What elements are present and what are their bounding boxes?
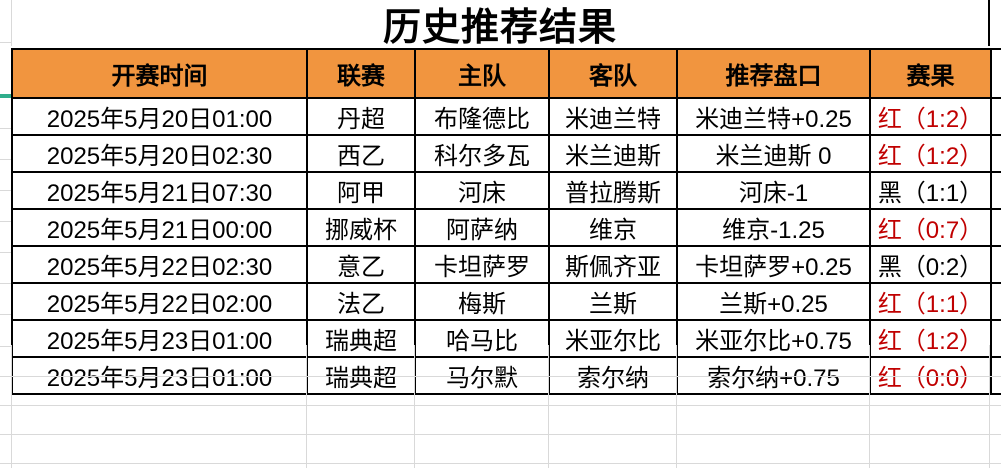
grid-line <box>869 345 870 468</box>
cell-time[interactable]: 2025年5月22日02:30 <box>11 245 308 284</box>
grid-line <box>0 346 11 347</box>
green-row-marker <box>0 94 11 98</box>
table-cell-empty[interactable] <box>990 48 1001 99</box>
cell-league[interactable]: 丹超 <box>306 97 416 136</box>
header-cell-home[interactable]: 主队 <box>414 48 550 99</box>
grid-line <box>0 221 11 222</box>
table-cell-empty[interactable] <box>990 134 1001 173</box>
cell-home[interactable]: 卡坦萨罗 <box>414 245 550 284</box>
table-row: 2025年5月22日02:30 意乙 卡坦萨罗 斯佩齐亚 卡坦萨罗+0.25 黑… <box>11 245 1001 284</box>
grid-line <box>306 345 307 468</box>
cell-league[interactable]: 阿甲 <box>306 171 416 210</box>
grid-line <box>0 190 11 191</box>
cell-home[interactable]: 哈马比 <box>414 319 550 358</box>
cell-home[interactable]: 布隆德比 <box>414 97 550 136</box>
cell-result[interactable]: 红（0:0） <box>869 356 992 395</box>
grid-line <box>548 345 549 468</box>
cell-result[interactable]: 红（1:1） <box>869 282 992 321</box>
grid-line <box>0 42 11 43</box>
grid-line <box>0 128 11 129</box>
table-cell-empty[interactable] <box>990 319 1001 358</box>
table-cell-empty[interactable] <box>990 245 1001 284</box>
cell-time[interactable]: 2025年5月21日00:00 <box>11 208 308 247</box>
grid-line <box>0 159 11 160</box>
grid-line <box>0 434 1001 435</box>
cell-away[interactable]: 索尔纳 <box>548 356 678 395</box>
cell-result[interactable]: 红（0:7） <box>869 208 992 247</box>
cell-time[interactable]: 2025年5月22日02:00 <box>11 282 308 321</box>
table-cell-empty[interactable] <box>990 171 1001 210</box>
cell-away[interactable]: 米兰迪斯 <box>548 134 678 173</box>
table-cell-empty[interactable] <box>990 97 1001 136</box>
table-row: 2025年5月23日01:00 瑞典超 马尔默 索尔纳 索尔纳+0.75 红（0… <box>11 356 1001 395</box>
grid-line <box>0 283 11 284</box>
table-cell-empty[interactable] <box>990 282 1001 321</box>
cell-home[interactable]: 马尔默 <box>414 356 550 395</box>
cell-result[interactable]: 红（1:2） <box>869 97 992 136</box>
grid-line <box>0 314 11 315</box>
cell-time[interactable]: 2025年5月20日01:00 <box>11 97 308 136</box>
table-row: 2025年5月20日02:30 西乙 科尔多瓦 米兰迪斯 米兰迪斯 0 红（1:… <box>11 134 1001 173</box>
page-title[interactable]: 历史推荐结果 <box>11 0 990 49</box>
cell-away[interactable]: 米迪兰特 <box>548 97 678 136</box>
cell-league[interactable]: 瑞典超 <box>306 319 416 358</box>
table-row: 2025年5月21日00:00 挪威杯 阿萨纳 维京 维京-1.25 红（0:7… <box>11 208 1001 247</box>
cell-time[interactable]: 2025年5月23日01:00 <box>11 319 308 358</box>
grid-line <box>0 376 1001 377</box>
cell-league[interactable]: 西乙 <box>306 134 416 173</box>
table-row: 2025年5月20日01:00 丹超 布隆德比 米迪兰特 米迪兰特+0.25 红… <box>11 97 1001 136</box>
grid-line <box>676 345 677 468</box>
cell-league[interactable]: 法乙 <box>306 282 416 321</box>
cell-away[interactable]: 米亚尔比 <box>548 319 678 358</box>
grid-line <box>414 345 415 468</box>
cell-home[interactable]: 阿萨纳 <box>414 208 550 247</box>
table-cell-empty[interactable] <box>990 356 1001 395</box>
cell-handicap[interactable]: 卡坦萨罗+0.25 <box>676 245 871 284</box>
header-cell-away[interactable]: 客队 <box>548 48 678 99</box>
cell-time[interactable]: 2025年5月21日07:30 <box>11 171 308 210</box>
cell-result[interactable]: 黑（0:2） <box>869 245 992 284</box>
cell-away[interactable]: 斯佩齐亚 <box>548 245 678 284</box>
cell-handicap[interactable]: 米亚尔比+0.75 <box>676 319 871 358</box>
header-cell-handicap[interactable]: 推荐盘口 <box>676 48 871 99</box>
table-row: 2025年5月23日01:00 瑞典超 哈马比 米亚尔比 米亚尔比+0.75 红… <box>11 319 1001 358</box>
grid-line <box>989 345 990 468</box>
cell-away[interactable]: 兰斯 <box>548 282 678 321</box>
cell-time[interactable]: 2025年5月20日02:30 <box>11 134 308 173</box>
table-row: 2025年5月21日07:30 阿甲 河床 普拉腾斯 河床-1 黑（1:1） <box>11 171 1001 210</box>
cell-away[interactable]: 普拉腾斯 <box>548 171 678 210</box>
results-table: 开赛时间 联赛 主队 客队 推荐盘口 赛果 2025年5月20日01:00 丹超… <box>11 48 1001 395</box>
cell-home[interactable]: 河床 <box>414 171 550 210</box>
cell-result[interactable]: 红（1:2） <box>869 319 992 358</box>
grid-line <box>0 405 1001 406</box>
header-cell-time[interactable]: 开赛时间 <box>11 48 308 99</box>
cell-handicap[interactable]: 米兰迪斯 0 <box>676 134 871 173</box>
header-cell-result[interactable]: 赛果 <box>869 48 992 99</box>
cell-home[interactable]: 科尔多瓦 <box>414 134 550 173</box>
grid-line <box>0 463 1001 464</box>
cell-handicap[interactable]: 维京-1.25 <box>676 208 871 247</box>
header-row: 开赛时间 联赛 主队 客队 推荐盘口 赛果 <box>11 48 1001 99</box>
cell-home[interactable]: 梅斯 <box>414 282 550 321</box>
grid-line <box>11 345 12 468</box>
cell-league[interactable]: 意乙 <box>306 245 416 284</box>
cell-result[interactable]: 黑（1:1） <box>869 171 992 210</box>
grid-line <box>0 252 11 253</box>
table-row: 2025年5月22日02:00 法乙 梅斯 兰斯 兰斯+0.25 红（1:1） <box>11 282 1001 321</box>
cell-league[interactable]: 挪威杯 <box>306 208 416 247</box>
header-cell-league[interactable]: 联赛 <box>306 48 416 99</box>
cell-away[interactable]: 维京 <box>548 208 678 247</box>
cell-result[interactable]: 红（1:2） <box>869 134 992 173</box>
cell-handicap[interactable]: 米迪兰特+0.25 <box>676 97 871 136</box>
table-cell-empty[interactable] <box>990 208 1001 247</box>
cell-handicap[interactable]: 河床-1 <box>676 171 871 210</box>
cell-handicap[interactable]: 兰斯+0.25 <box>676 282 871 321</box>
cell-time[interactable]: 2025年5月23日01:00 <box>11 356 308 395</box>
